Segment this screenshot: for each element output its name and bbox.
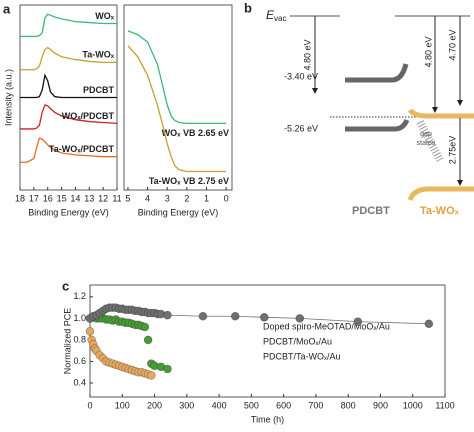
series-label: WOₓ [95,11,114,21]
homo-label: -5.26 eV [284,123,318,133]
x-tick-label: 3 [165,193,170,203]
x-tick-label: 11 [112,193,121,203]
data-point [259,313,269,322]
data-point [163,310,172,320]
y-axis-label: Normalized PCE [62,308,72,375]
legend-entry: PDCBT/MoOₓ/Au [263,336,332,346]
arrow-label: 4.80 eV [302,39,312,70]
valence-band [407,108,474,119]
x-tick-label: 700 [308,400,323,410]
y-tick-label: 1.2 [73,291,86,301]
legend-entry: PDCBT/Ta-WOₓ/Au [263,351,340,361]
data-point [424,319,434,329]
data-point [140,322,150,332]
arrow-label: 4.70 eV [447,29,457,60]
x-tick-label: 16 [43,193,53,203]
series-label: Ta-WOₓ [82,50,114,60]
plot-frame [123,4,233,191]
series-line [127,45,227,173]
gap-states-label: states [417,140,436,147]
x-tick-label: 4 [145,193,150,203]
series-line [20,104,118,130]
annotation: Ta-WOₓ VB 2.75 eV [149,176,229,186]
x-tick-label: 15 [57,193,67,203]
gap-states-label: gap [420,131,432,138]
data-point [295,314,305,323]
series-line [20,46,117,71]
data-point [143,335,153,345]
x-tick-label: 1100 [435,400,454,410]
panel-label: b [244,0,252,15]
conduction-band [407,186,474,202]
material-label: Ta-WOₓ [420,205,460,217]
data-point [353,317,363,326]
x-tick-label: 100 [115,400,130,410]
vacuum-label: Evac [266,8,286,23]
series-line [127,30,227,125]
x-tick-label: 0 [224,193,229,203]
chart: 5 4 3 2 1 0 Binding Energy (eV) WOₓ VB 2.65 eV T… [123,4,233,217]
series-label: WOₓ/PDCBT [62,111,115,121]
material-label: PDCBT [352,205,390,217]
vacuum-e: E [266,8,275,22]
x-tick-label: 0 [87,400,92,410]
series-line [20,137,117,163]
x-axis-label: Binding Energy (eV) [28,207,109,217]
y-tick-label: 0.4 [73,377,86,387]
x-tick-label: 1 [204,193,209,203]
chart: 0 100 200 300 400 500 600 700 800 900 1000 1100 0.4 0… [62,278,455,424]
x-tick-label: 200 [147,400,162,410]
series-label: PDCBT [83,85,115,95]
data-point [230,311,240,321]
y-tick-label: 1.0 [73,313,86,323]
arrow-label: 2.75eV [447,136,457,165]
x-tick-label: 400 [212,400,227,410]
panel-label: a [3,1,11,16]
legend-entry: Doped spiro-MeOTAD/MoOₓ/Au [263,321,390,331]
x-tick-label: 1000 [403,400,423,410]
series-label: Ta-WOₓ/PDCBT [49,144,115,154]
x-tick-label: 2 [184,193,189,203]
y-tick-label: 0.8 [73,334,86,344]
vacuum-sub: vac [274,14,286,23]
x-tick-label: 14 [70,193,80,203]
x-tick-label: 17 [29,193,39,203]
gap-states [416,120,444,162]
x-axis-label: Binding Energy (eV) [138,207,219,217]
x-tick-label: 13 [84,193,94,203]
x-tick-label: 900 [373,400,388,410]
data-point [85,327,95,336]
lumo-level [345,63,409,83]
y-axis-label: Intensity (a.u.) [3,69,13,126]
x-tick-label: 12 [98,193,108,203]
lumo-label: -3.40 eV [284,71,318,81]
x-tick-label: 5 [125,193,130,203]
data-point [147,371,156,380]
x-tick-label: 500 [244,400,259,410]
panel-label: c [62,278,69,293]
x-tick-label: 800 [341,400,356,410]
data-point [163,364,172,374]
arrow-label: 4.80 eV [423,36,433,67]
series-line [20,73,117,99]
series-line [20,13,117,38]
annotation: WOₓ VB 2.65 eV [162,128,229,138]
x-tick-label: 18 [15,193,25,203]
data-point [198,311,208,321]
homo-level [345,118,410,132]
y-tick-label: 0.6 [73,356,86,366]
panel-b: b Evac 4.80 eV -3.40 eV -5.26 eV 4.80 eV… [244,0,474,217]
x-tick-label: 600 [276,400,291,410]
x-tick-label: 300 [179,400,194,410]
x-axis-label: Time (h) [251,414,284,424]
